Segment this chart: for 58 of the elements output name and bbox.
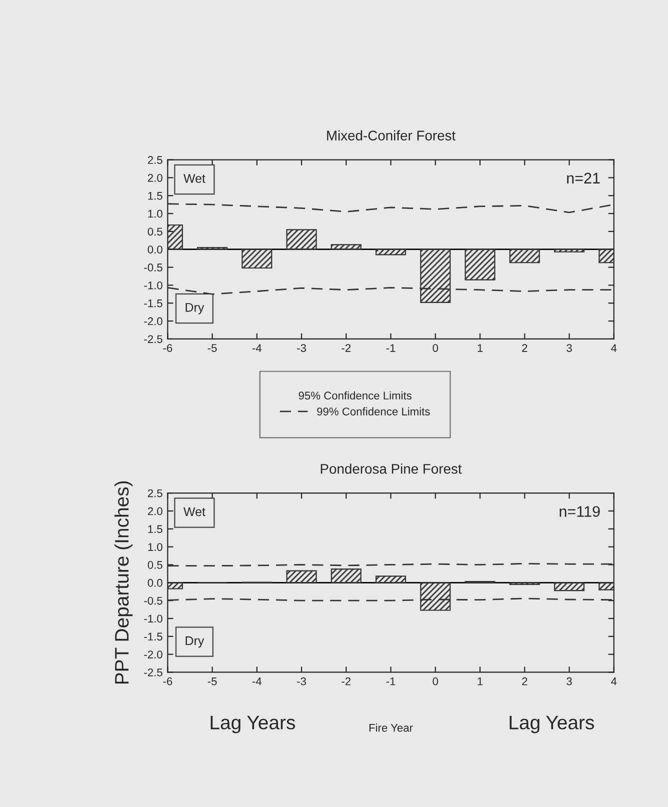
x-tick-label: 0 — [432, 677, 438, 686]
x-tick-label: -3 — [297, 344, 306, 352]
y-tick-label: 0.0 — [148, 578, 162, 587]
x-tick-label: 0 — [432, 344, 438, 352]
x-tick-label: 4 — [611, 678, 617, 686]
y-tick-label: 2.0 — [148, 507, 162, 516]
y-tick-label: 1.5 — [148, 525, 162, 534]
chart-title: Ponderosa Pine Forest — [320, 464, 462, 474]
y-tick-label: 0.0 — [148, 246, 162, 254]
x-tick-label: 1 — [478, 678, 483, 686]
y-tick-label: -0.5 — [144, 596, 162, 605]
x-tick-label: 2 — [522, 677, 528, 686]
y-tick-label: -1.5 — [144, 299, 162, 308]
y-tick-label: -1.0 — [144, 281, 162, 290]
y-axis-title: PPT Departure (Inches) — [114, 481, 133, 684]
y-tick-label: 0.5 — [148, 561, 162, 569]
x-tick-label: -6 — [163, 677, 172, 686]
annotation: n=21 — [567, 172, 600, 184]
y-tick-label: 2.5 — [148, 489, 162, 498]
x-tick-label: 1 — [478, 344, 483, 352]
annotation: n=119 — [560, 506, 600, 517]
y-tick-label: -1.5 — [144, 632, 162, 641]
y-tick-label: -2.5 — [144, 335, 162, 344]
chart-title: Mixed-Conifer Forest — [327, 130, 456, 140]
annotation: Dry — [186, 636, 204, 648]
y-tick-label: 1.0 — [148, 543, 162, 551]
y-tick-label: 1.5 — [148, 192, 162, 200]
y-tick-label: -2.0 — [144, 650, 162, 658]
x-tick-label: 3 — [566, 677, 572, 686]
x-tick-label: -6 — [163, 344, 172, 352]
y-tick-label: 0.5 — [148, 228, 162, 236]
x-axis-title: Fire Year — [369, 724, 413, 732]
text: Lag Years — [510, 716, 594, 734]
text: Lag Years — [210, 716, 296, 734]
x-tick-label: -4 — [252, 678, 262, 686]
y-tick-label: -1.0 — [144, 614, 162, 623]
x-tick-label: 3 — [566, 344, 572, 352]
y-tick-label: 2.0 — [148, 174, 162, 182]
x-tick-label: -2 — [342, 344, 351, 352]
x-tick-label: 4 — [611, 344, 617, 352]
x-tick-label: -5 — [208, 678, 217, 686]
legend-title: 95% Confidence Limits — [298, 391, 412, 400]
y-tick-label: 2.5 — [148, 156, 162, 164]
legend-label: 99% Confidence Limits — [317, 407, 430, 416]
y-tick-label: -0.5 — [144, 264, 162, 272]
y-tick-label: -2.5 — [144, 668, 162, 676]
x-tick-label: -2 — [342, 677, 351, 686]
x-tick-label: -1 — [386, 678, 396, 686]
x-tick-label: -3 — [297, 677, 306, 686]
x-tick-label: -4 — [252, 344, 262, 352]
y-tick-label: -2.0 — [144, 317, 162, 326]
x-tick-label: 2 — [522, 344, 528, 352]
x-tick-label: -5 — [208, 344, 217, 352]
annotation: Wet — [183, 507, 206, 516]
annotation: Wet — [183, 174, 206, 183]
y-tick-label: 1.0 — [148, 210, 162, 218]
x-tick-label: -1 — [386, 344, 396, 352]
annotation: Dry — [186, 303, 204, 314]
